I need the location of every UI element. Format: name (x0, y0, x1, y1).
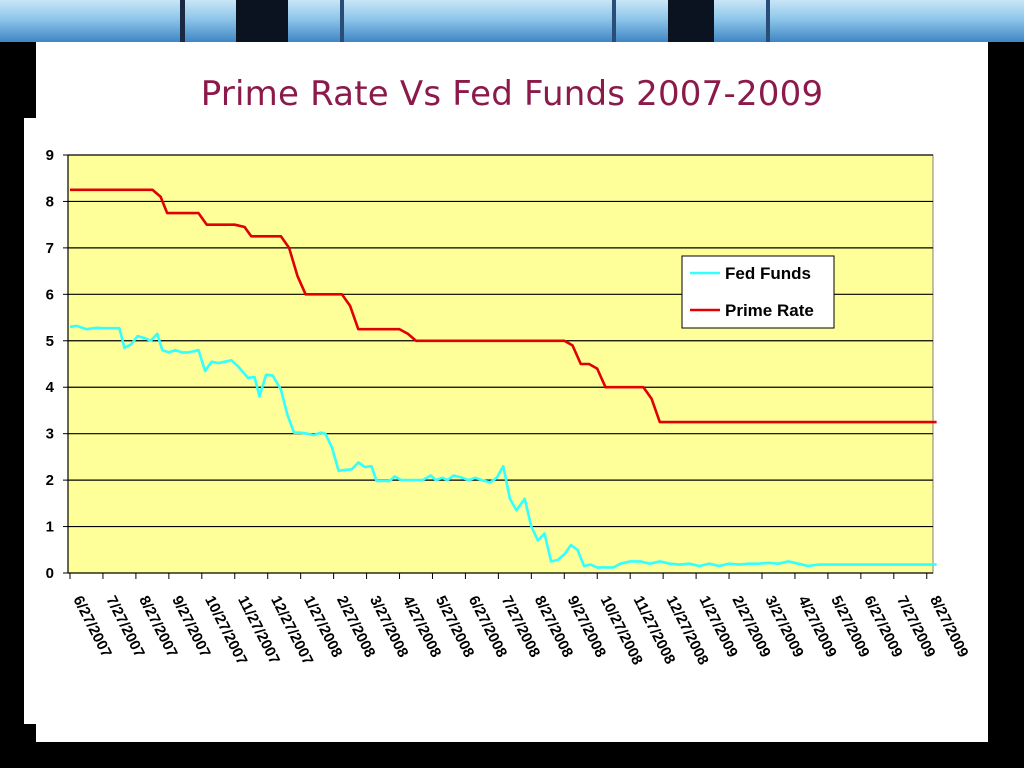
banner-divider (668, 0, 714, 42)
y-tick-label: 4 (46, 379, 55, 396)
y-tick-label: 7 (46, 240, 54, 257)
banner-divider (236, 0, 288, 42)
chart-container: 0 1 2 3 4 5 6 7 8 9 6/27/2007 7/27/2007 8/27/2007 9/2… (24, 118, 988, 724)
fed-funds-line (69, 324, 937, 569)
y-tick-label: 9 (46, 147, 54, 164)
y-tick-label: 8 (46, 193, 54, 210)
legend-box (681, 255, 835, 329)
y-tick-label: 1 (46, 519, 54, 536)
banner-divider (180, 0, 185, 42)
slide-title: Prime Rate Vs Fed Funds 2007-2009 (200, 74, 824, 114)
banner-divider (340, 0, 344, 42)
banner-divider (766, 0, 770, 42)
y-tick-label: 0 (46, 565, 54, 582)
slide-header-banner (0, 0, 1024, 42)
y-tick-label: 2 (46, 472, 54, 489)
y-tick-label: 3 (46, 426, 54, 443)
line-chart: 01234567896/27/20077/27/20078/27/20079/2… (46, 147, 972, 668)
y-tick-label: 5 (46, 333, 54, 350)
legend-label: Prime Rate (725, 301, 814, 320)
banner-divider (612, 0, 616, 42)
prime-rate-line (70, 188, 937, 424)
legend-label: Fed Funds (725, 264, 811, 283)
y-tick-label: 6 (46, 286, 54, 303)
plot-area (67, 154, 934, 574)
